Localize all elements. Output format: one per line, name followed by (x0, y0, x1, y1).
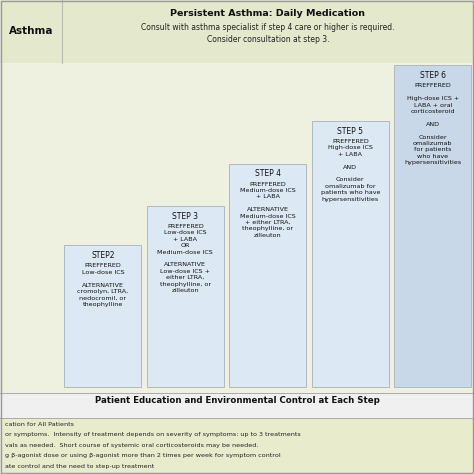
FancyBboxPatch shape (0, 393, 474, 418)
Text: STEP2: STEP2 (91, 251, 115, 260)
FancyBboxPatch shape (0, 63, 474, 390)
FancyBboxPatch shape (229, 164, 306, 387)
Text: Consult with asthma specialist if step 4 care or higher is required.
Consider co: Consult with asthma specialist if step 4… (141, 23, 394, 44)
Text: STEP 5: STEP 5 (337, 127, 363, 136)
Text: PREFFERED
High-dose ICS
+ LABA

AND

Consider
omalizumab for
patients who have
h: PREFFERED High-dose ICS + LABA AND Consi… (320, 139, 380, 201)
Text: vals as needed.  Short course of systemic oral corticosteroids may be needed.: vals as needed. Short course of systemic… (5, 443, 258, 448)
Text: cation for All Patients: cation for All Patients (5, 422, 74, 427)
Text: STEP 4: STEP 4 (255, 169, 281, 178)
Text: PREFFERED

High-dose ICS +
LABA + oral
corticosteroid

AND

Consider
omalizumab
: PREFFERED High-dose ICS + LABA + oral co… (404, 83, 461, 165)
Text: Asthma: Asthma (9, 26, 53, 36)
FancyBboxPatch shape (312, 121, 389, 387)
FancyBboxPatch shape (147, 206, 224, 387)
Text: Persistent Asthma: Daily Medication: Persistent Asthma: Daily Medication (170, 9, 365, 18)
Text: or symptoms.  Intensity of treatment depends on severity of symptoms: up to 3 tr: or symptoms. Intensity of treatment depe… (5, 432, 301, 438)
Text: PREFFERED
Medium-dose ICS
+ LABA

ALTERNATIVE
Medium-dose ICS
+ either LTRA,
the: PREFFERED Medium-dose ICS + LABA ALTERNA… (240, 182, 296, 238)
Text: g β-agonist dose or using β-agonist more than 2 times per week for symptom contr: g β-agonist dose or using β-agonist more… (5, 453, 281, 458)
Text: PREFFERED
Low-dose ICS

ALTERNATIVE
cromolyn, LTRA,
nedocromil, or
theophylline: PREFFERED Low-dose ICS ALTERNATIVE cromo… (77, 264, 128, 307)
FancyBboxPatch shape (0, 0, 474, 63)
Text: PREFFERED
Low-dose ICS
+ LABA
OR
Medium-dose ICS

ALTERNATIVE
Low-dose ICS +
eit: PREFFERED Low-dose ICS + LABA OR Medium-… (157, 224, 213, 293)
Text: Patient Education and Environmental Control at Each Step: Patient Education and Environmental Cont… (94, 396, 380, 405)
Text: STEP 3: STEP 3 (173, 212, 198, 221)
Text: ate control and the need to step-up treatment: ate control and the need to step-up trea… (5, 464, 154, 469)
FancyBboxPatch shape (64, 246, 141, 387)
Text: STEP 6: STEP 6 (420, 71, 446, 80)
FancyBboxPatch shape (0, 418, 474, 474)
FancyBboxPatch shape (394, 65, 471, 387)
